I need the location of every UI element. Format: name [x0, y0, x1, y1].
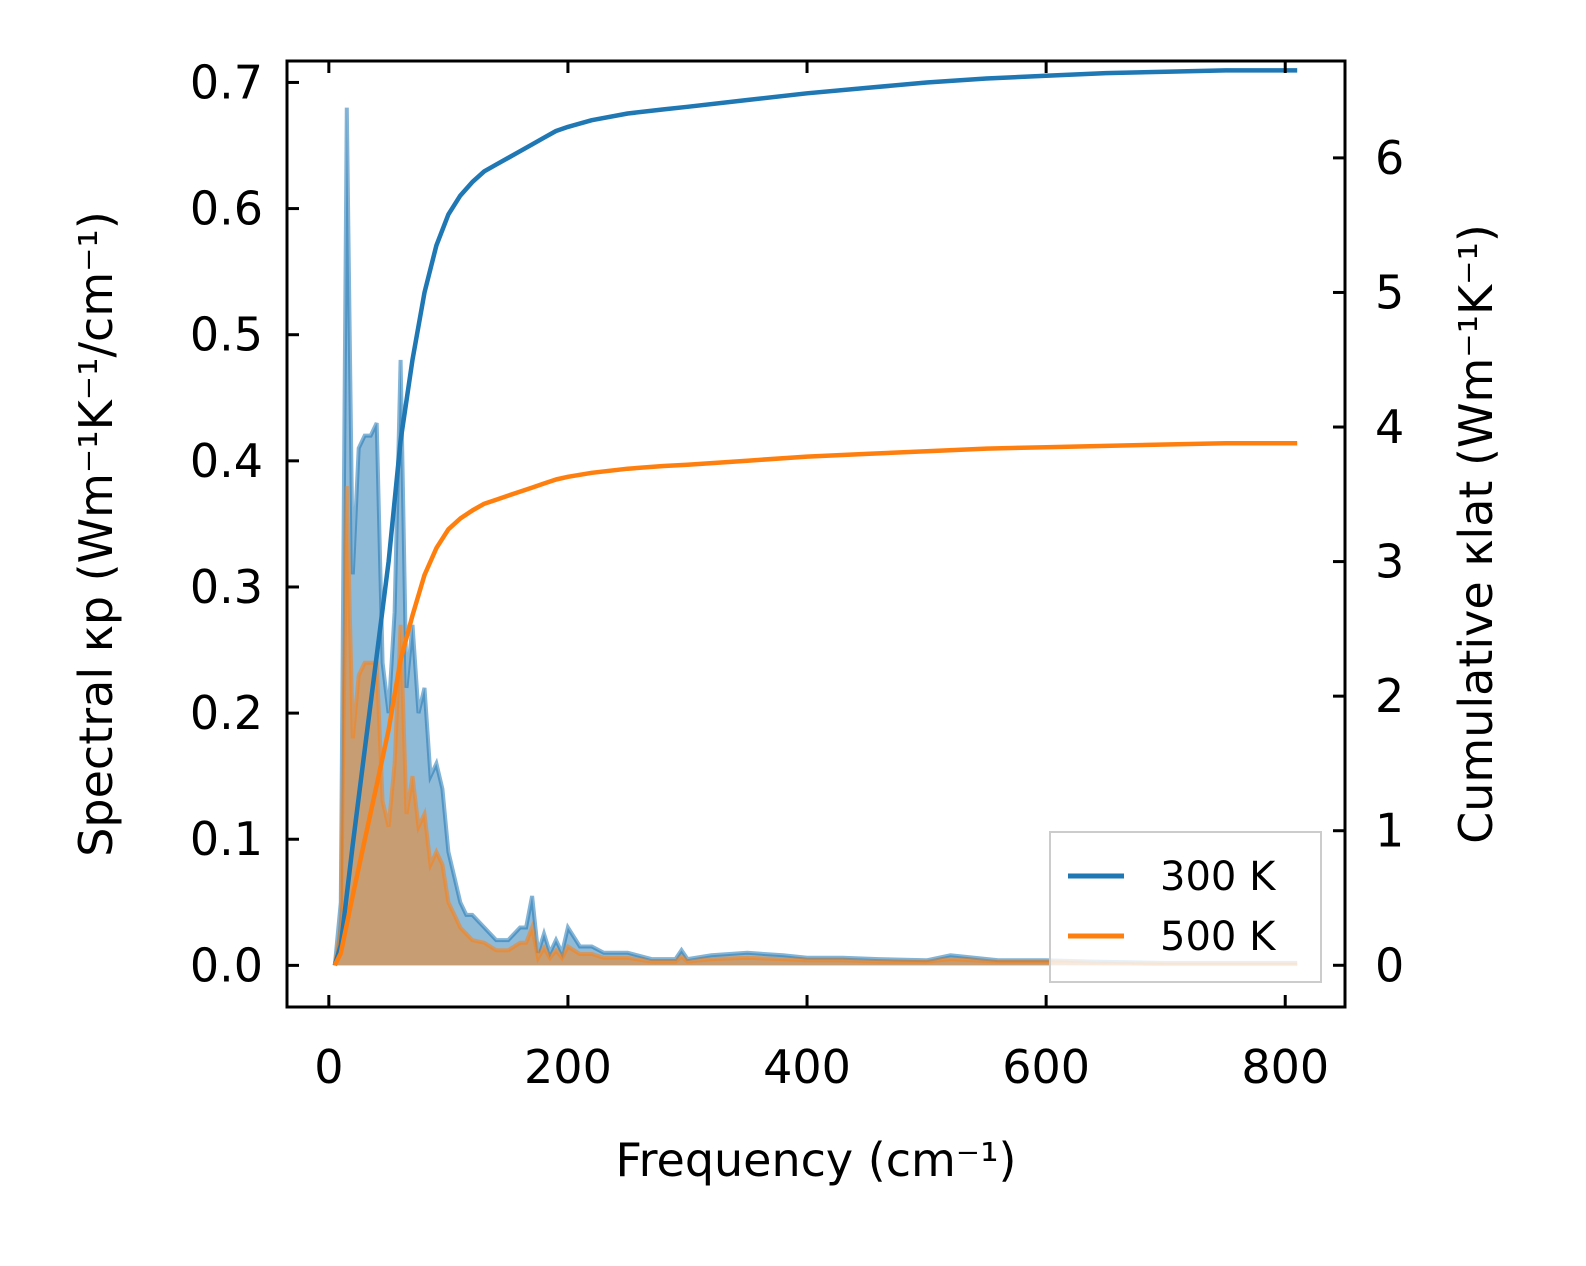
y-tick-label-right: 3 — [1375, 535, 1404, 589]
y-tick-label-left: 0.6 — [190, 182, 263, 236]
cumulative-lines — [332, 68, 1298, 967]
y-tick-label-left: 0.0 — [190, 938, 263, 992]
y-tick-label-right: 1 — [1375, 804, 1404, 858]
spectral-fills — [332, 107, 1298, 967]
y-tick-label-left: 0.4 — [190, 434, 263, 488]
x-axis-label: Frequency (cm⁻¹) — [616, 1133, 1017, 1187]
y-tick-label-left: 0.5 — [190, 308, 263, 362]
y-tick-label-right: 4 — [1375, 400, 1404, 454]
y-axis-left-label: Spectral κp (Wm⁻¹K⁻¹/cm⁻¹) — [69, 211, 123, 857]
plot-frame — [285, 59, 1347, 1009]
spectral-edge-500k — [332, 486, 1298, 967]
y-tick-label-left: 0.7 — [190, 55, 263, 109]
legend: 300 K 500 K — [1049, 831, 1322, 983]
x-tick-label: 400 — [763, 1040, 851, 1094]
y-axis-right-label: Cumulative κlat (Wm⁻¹K⁻¹) — [1449, 224, 1503, 844]
y-tick-label-left: 0.2 — [190, 686, 263, 740]
y-tick-label-left: 0.1 — [190, 812, 263, 866]
spectral-area-500k — [334, 486, 1298, 966]
legend-label-300k: 300 K — [1160, 854, 1277, 900]
cumulative-line-300k — [332, 68, 1298, 966]
x-tick-label: 200 — [524, 1040, 612, 1094]
y-tick-label-right: 6 — [1375, 131, 1404, 185]
legend-label-500k: 500 K — [1160, 914, 1277, 960]
y-tick-label-left: 0.3 — [190, 560, 263, 614]
x-tick-label: 0 — [314, 1040, 343, 1094]
spectral-edge-300k — [332, 107, 1298, 966]
y-tick-label-right: 0 — [1375, 938, 1404, 992]
x-tick-label: 800 — [1241, 1040, 1329, 1094]
y-tick-label-right: 2 — [1375, 669, 1404, 723]
legend-box — [1049, 831, 1322, 983]
cumulative-line-500k — [332, 440, 1298, 967]
axis-ticks: 0 200 400 600 800 0.0 0.1 0.2 0.3 0.4 0.5 0.6 0.7 0 1 2… — [190, 55, 1404, 1094]
y-tick-label-right: 5 — [1375, 265, 1404, 319]
x-tick-label: 600 — [1002, 1040, 1090, 1094]
